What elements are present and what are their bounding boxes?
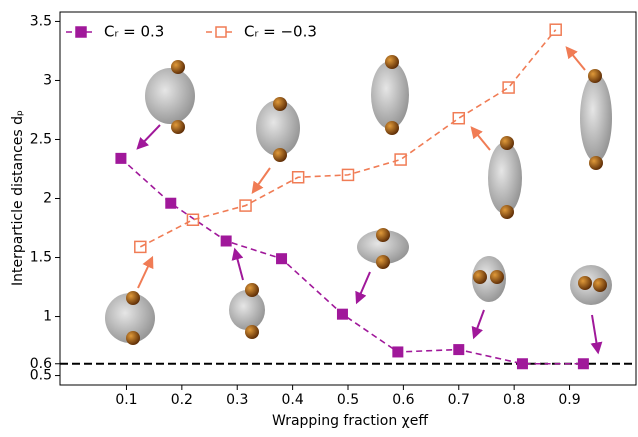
marker — [502, 81, 515, 94]
x-tick-label: 0.7 — [448, 392, 470, 408]
marker — [134, 240, 147, 254]
marker — [165, 197, 177, 209]
y-tick-label: 2.5 — [30, 131, 52, 147]
marker — [336, 308, 348, 320]
x-tick-label: 0.3 — [226, 392, 248, 408]
marker — [186, 213, 200, 226]
y-tick-label: 0.5 — [30, 368, 52, 384]
marker — [239, 199, 252, 212]
x-tick-label: 0.4 — [281, 392, 303, 408]
marker — [341, 168, 355, 182]
marker — [452, 111, 466, 125]
marker — [394, 153, 407, 166]
y-tick-label: 3 — [43, 72, 52, 88]
x-tick-label: 0.8 — [503, 392, 525, 408]
marker — [453, 344, 465, 356]
y-tick-label: 2 — [43, 191, 52, 207]
legend-marker — [75, 26, 87, 38]
legend-label: Cᵣ = −0.3 — [244, 23, 317, 41]
marker — [115, 152, 127, 164]
marker — [276, 253, 288, 265]
y-tick-label: 3.5 — [30, 13, 52, 29]
y-tick-label: 1 — [43, 309, 52, 325]
x-tick-label: 0.6 — [392, 392, 414, 408]
marker — [392, 346, 404, 358]
marker — [516, 358, 528, 370]
x-tick-label: 0.9 — [558, 392, 580, 408]
x-tick-label: 0.2 — [171, 392, 193, 408]
y-tick-label: 0.6 — [30, 356, 52, 372]
x-tick-label: 0.1 — [115, 392, 137, 408]
marker — [220, 235, 232, 247]
marker — [291, 171, 305, 184]
insets — [105, 46, 612, 355]
x-tick-label: 0.5 — [337, 392, 359, 408]
x-axis-label: Wrapping fraction χeff — [272, 413, 428, 429]
series-line — [139, 29, 557, 248]
legend-label: Cᵣ = 0.3 — [104, 23, 164, 41]
y-tick-label: 1.5 — [30, 250, 52, 266]
legend-marker — [215, 26, 227, 38]
y-axis-label: Interparticle distances dₚ — [10, 110, 26, 286]
marker — [549, 23, 562, 36]
marker — [577, 358, 589, 370]
